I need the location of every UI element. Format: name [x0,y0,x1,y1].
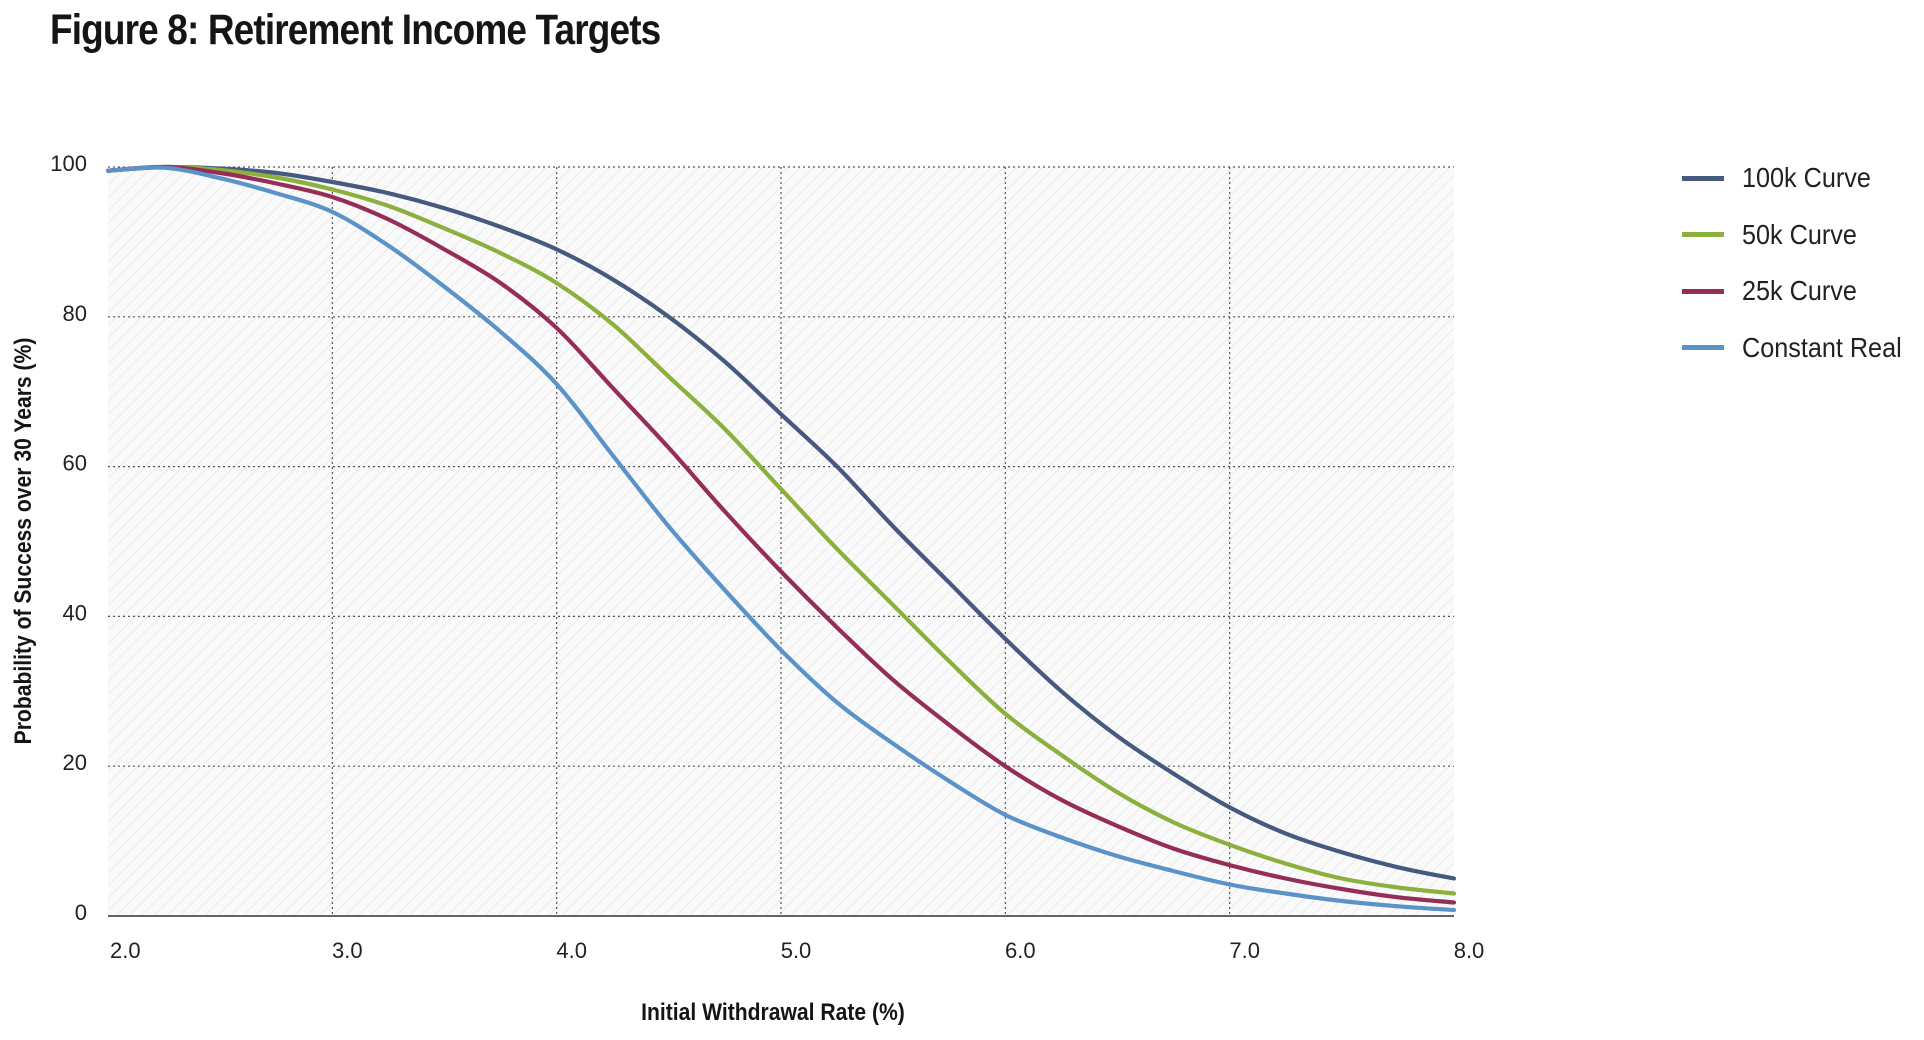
legend-label: 25k Curve [1742,275,1857,307]
legend-item-100k-curve: 100k Curve [1682,150,1919,207]
legend-label: 100k Curve [1742,162,1871,194]
x-tick-label: 6.0 [1005,938,1036,963]
series-line-25k-curve [105,164,1457,905]
y-axis-title: Probability of Success over 30 Years (%) [10,338,37,745]
legend-label: Constant Real [1742,331,1902,363]
chart-title: Figure 8: Retirement Income Targets [50,6,661,54]
x-tick-label: 3.0 [332,938,363,963]
legend-label: 50k Curve [1742,218,1857,250]
legend-swatch [1682,232,1724,238]
x-tick-label: 2.0 [110,938,141,963]
x-tick-label: 5.0 [781,938,812,963]
x-tick-label: 7.0 [1229,938,1260,963]
x-tick-label: 4.0 [556,938,587,963]
legend-swatch [1682,345,1724,351]
legend-swatch [1682,175,1724,181]
legend: 100k Curve 50k Curve 25k Curve Constant Rea… [1682,150,1919,376]
y-tick-label: 60 [63,451,87,476]
series-lines [105,164,1457,913]
plot-area-hatch [108,167,1454,916]
x-axis-title: Initial Withdrawal Rate (%) [641,999,905,1026]
y-tick-label: 40 [63,600,87,625]
series-line-constant-real [105,165,1457,913]
y-tick-label: 100 [50,151,87,176]
legend-item-25k-curve: 25k Curve [1682,263,1919,320]
legend-item-50k-curve: 50k Curve [1682,207,1919,264]
x-tick-label: 8.0 [1454,938,1485,963]
y-tick-label: 0 [75,900,87,925]
grid-lines [108,166,1454,916]
y-tick-label: 80 [63,301,87,326]
legend-item-constant-real: Constant Real [1682,320,1919,377]
tick-labels: 2.0 3.0 4.0 5.0 6.0 7.0 8.0 0 20 40 60 80 100 [50,151,1484,963]
legend-swatch [1682,288,1724,294]
series-line-50k-curve [105,164,1457,896]
series-line-100k-curve [105,164,1457,881]
y-tick-label: 20 [63,750,87,775]
